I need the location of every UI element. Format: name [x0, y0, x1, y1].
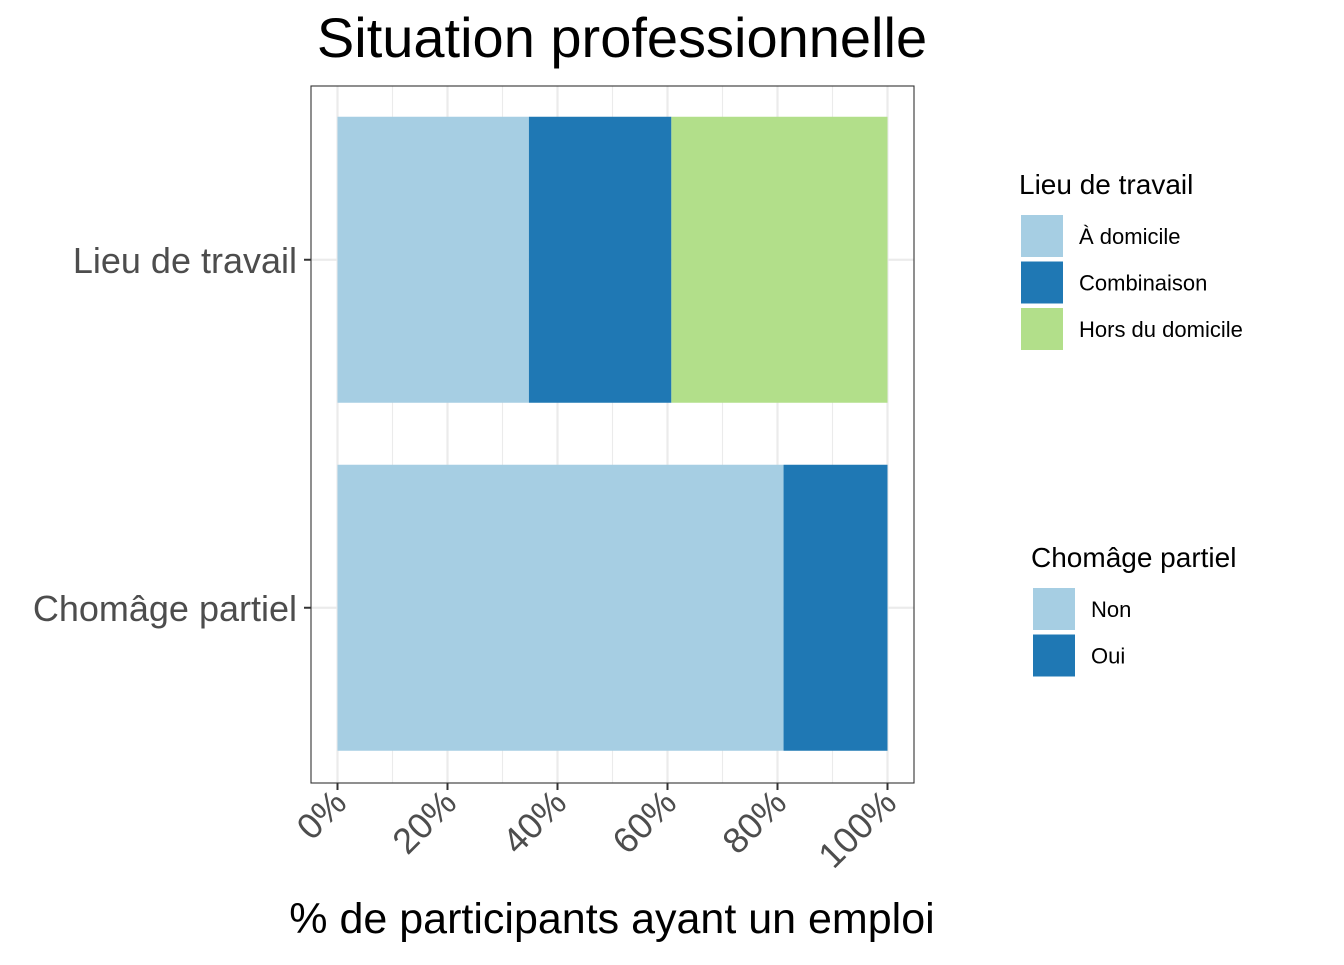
legend-key	[1031, 586, 1077, 632]
bar-group	[337, 116, 888, 403]
x-tick-label: 40%	[494, 782, 574, 862]
legend-key	[1019, 213, 1065, 259]
legend: Lieu de travail À domicile Combinaison Hors…	[1019, 169, 1243, 352]
y-axis: Lieu de travail Chomâge partiel	[33, 240, 311, 629]
legend-label: Oui	[1091, 644, 1125, 669]
legend-key	[1031, 632, 1077, 679]
legend-title: Chomâge partiel	[1031, 542, 1236, 573]
x-tick-label: 20%	[384, 782, 464, 862]
bar-segment	[337, 464, 784, 751]
y-tick-label: Chomâge partiel	[33, 588, 297, 629]
chart-title: Situation professionnelle	[317, 6, 927, 69]
bar-group	[337, 464, 888, 751]
y-tick-label: Lieu de travail	[73, 240, 297, 281]
legend-key	[1019, 306, 1065, 352]
bar-segment	[337, 116, 529, 403]
legend-label: Combinaison	[1079, 271, 1207, 296]
x-tick-label: 100%	[810, 782, 904, 876]
bar-segment	[671, 116, 888, 403]
legend-label: Non	[1091, 597, 1131, 622]
plot-panel-border	[310, 85, 915, 784]
x-tick-label: 60%	[604, 782, 684, 862]
x-axis-title: % de participants ayant un emploi	[289, 895, 934, 943]
legend: Chomâge partiel Non Oui	[1031, 542, 1236, 679]
bar-segment	[783, 464, 888, 751]
x-tick-label: 80%	[714, 782, 794, 862]
legend-title: Lieu de travail	[1019, 169, 1193, 200]
bar-segment	[528, 116, 672, 403]
x-axis: 0% 20% 40% 60% 80% 100%	[288, 782, 904, 876]
legends: Lieu de travail À domicile Combinaison Hors…	[1019, 169, 1243, 679]
legend-label: À domicile	[1079, 224, 1180, 249]
x-tick-label: 0%	[288, 782, 354, 848]
legend-key	[1019, 259, 1065, 306]
bars	[337, 116, 888, 751]
legend-label: Hors du domicile	[1079, 317, 1243, 342]
